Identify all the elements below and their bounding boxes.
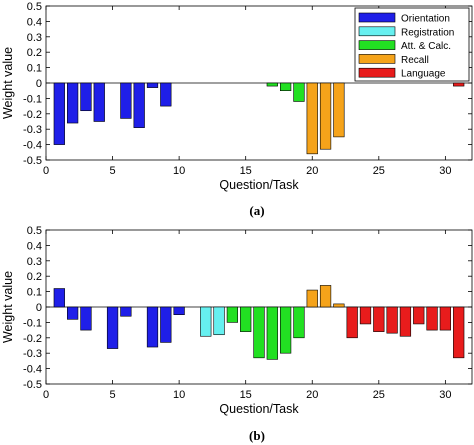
bar xyxy=(146,306,159,348)
y-axis-label: Weight value xyxy=(1,47,15,119)
chart-panel-a: -0.5 -0.4 -0.3 -0.2 -0.1 0 0.1 0.2 0.3 0.4 0.5 0 5 10… xyxy=(1,1,473,218)
bar xyxy=(80,82,92,112)
bar xyxy=(266,306,278,360)
y-tick-label: 0.5 xyxy=(27,1,42,13)
x-tick-label: 15 xyxy=(240,389,252,401)
x-tick-label: 25 xyxy=(373,389,385,401)
bar xyxy=(279,306,292,354)
legend-swatch xyxy=(358,12,396,23)
bar xyxy=(240,306,252,332)
bar xyxy=(333,303,345,308)
x-tick-label: 10 xyxy=(173,389,185,401)
bar xyxy=(53,82,65,145)
legend-label: Recall xyxy=(401,55,429,66)
x-axis-label: Question/Task xyxy=(219,178,299,192)
legend-label: Registration xyxy=(401,27,454,38)
bar xyxy=(213,306,225,336)
y-tick-label: -0.2 xyxy=(23,109,42,121)
x-tick-label: 10 xyxy=(173,165,185,177)
y-tick-label: -0.1 xyxy=(23,93,42,105)
x-tick-label: 30 xyxy=(439,389,451,401)
bar xyxy=(293,82,305,102)
bar xyxy=(266,82,278,87)
bar xyxy=(106,306,119,349)
bar xyxy=(453,306,465,359)
bar xyxy=(200,306,212,337)
y-tick-label: -0.4 xyxy=(23,140,42,152)
bar xyxy=(160,82,172,107)
y-tick-label: -0.3 xyxy=(23,348,42,360)
y-tick-label: 0.2 xyxy=(27,47,42,59)
bar xyxy=(346,306,358,339)
bar xyxy=(160,306,172,343)
bar xyxy=(253,306,265,359)
legend-swatch xyxy=(358,67,396,78)
y-tick-label: 0.4 xyxy=(27,16,42,28)
x-tick-label: 0 xyxy=(43,389,49,401)
x-axis-label: Question/Task xyxy=(219,402,299,416)
x-tick-label: 5 xyxy=(110,389,116,401)
bar xyxy=(67,306,79,320)
bar xyxy=(306,82,318,155)
bar xyxy=(373,306,385,332)
y-tick-label: 0 xyxy=(36,302,42,314)
bar xyxy=(293,306,305,339)
bar xyxy=(453,82,465,87)
bar xyxy=(413,306,425,325)
bar xyxy=(93,82,105,122)
bar xyxy=(306,289,318,308)
x-tick-label: 30 xyxy=(439,165,451,177)
bar xyxy=(399,306,412,337)
bar xyxy=(319,82,332,150)
x-tick-label: 25 xyxy=(373,165,385,177)
legend-label: Att. & Calc. xyxy=(401,41,451,52)
y-tick-label: 0 xyxy=(36,78,42,90)
legend-label: Orientation xyxy=(401,14,450,25)
x-tick-label: 20 xyxy=(306,165,318,177)
legend-label: Language xyxy=(401,69,446,80)
y-axis-label: Weight value xyxy=(1,271,15,343)
legend-swatch xyxy=(358,40,396,50)
x-tick-label: 20 xyxy=(306,389,318,401)
x-tick-label: 5 xyxy=(110,165,116,177)
panel-caption: (b) xyxy=(249,428,265,443)
bar xyxy=(53,288,65,308)
bar xyxy=(146,82,159,88)
y-tick-label: 0.1 xyxy=(27,287,42,299)
legend-swatch xyxy=(358,54,396,64)
y-tick-label: 0.5 xyxy=(27,225,42,237)
y-tick-label: 0.3 xyxy=(27,256,42,268)
bar xyxy=(333,82,345,138)
chart-panel-b: -0.5 -0.4 -0.3 -0.2 -0.1 0 0.1 0.2 0.3 0.4 0.5 0 5 10… xyxy=(1,225,473,443)
bar xyxy=(67,82,79,124)
bar xyxy=(133,82,145,128)
legend: Orientation Registration Att. & Calc. Recal… xyxy=(354,7,470,82)
y-tick-label: 0.1 xyxy=(27,63,42,75)
panel-caption: (a) xyxy=(249,203,264,218)
bar xyxy=(386,306,398,334)
y-tick-label: 0.4 xyxy=(27,240,42,252)
bar xyxy=(173,306,185,315)
y-tick-label: -0.5 xyxy=(23,379,42,391)
y-tick-label: -0.4 xyxy=(23,364,42,376)
y-tick-label: 0.2 xyxy=(27,271,42,283)
bar xyxy=(279,82,292,91)
bar xyxy=(80,306,92,331)
bar xyxy=(359,306,372,325)
y-tick-label: -0.2 xyxy=(23,333,42,345)
bar xyxy=(120,306,132,317)
y-tick-label: -0.3 xyxy=(23,124,42,136)
bar xyxy=(120,82,132,119)
y-tick-label: 0.3 xyxy=(27,32,42,44)
bar xyxy=(439,306,451,331)
bar xyxy=(226,306,239,323)
bar xyxy=(426,306,438,331)
x-tick-label: 15 xyxy=(240,165,252,177)
x-tick-label: 0 xyxy=(43,165,49,177)
legend-swatch xyxy=(358,26,396,37)
bar xyxy=(319,285,332,308)
y-tick-label: -0.1 xyxy=(23,317,42,329)
y-tick-label: -0.5 xyxy=(23,155,42,167)
